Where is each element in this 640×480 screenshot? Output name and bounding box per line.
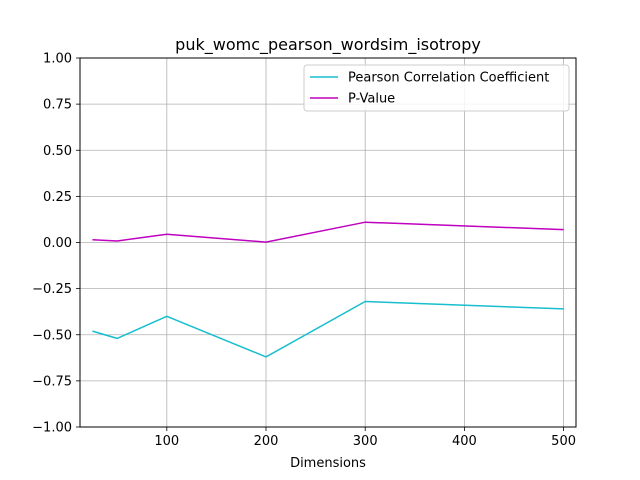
chart-title: puk_womc_pearson_wordsim_isotropy [175, 35, 481, 55]
y-tick-label: 1.00 [43, 52, 72, 67]
legend-box [303, 64, 570, 112]
y-tick-label: −0.50 [32, 328, 72, 343]
legend-label-1: P-Value [348, 92, 395, 107]
x-axis-label: Dimensions [290, 456, 366, 471]
y-tick-label: −1.00 [32, 421, 72, 436]
y-tick-label: 0.00 [43, 236, 72, 251]
series-line-1 [92, 221, 564, 243]
x-tick-label: 200 [254, 434, 279, 449]
series-layer [92, 221, 564, 358]
x-tick-label: 500 [551, 434, 576, 449]
y-tick-label: 0.25 [43, 190, 72, 205]
y-tick-label: −0.75 [32, 374, 72, 389]
axis-ticks: 100 200 300 400 500 −1.00 −0.75 −0.50 −0.25 0.00 0… [32, 52, 576, 450]
x-tick-label: 400 [452, 434, 477, 449]
legend-label-0: Pearson Correlation Coefficient [348, 71, 549, 86]
series-line-0 [92, 300, 564, 358]
x-tick-label: 100 [154, 434, 179, 449]
legend: Pearson Correlation Coefficient P-Value [303, 64, 570, 112]
y-tick-label: 0.75 [43, 98, 72, 113]
y-tick-label: 0.50 [43, 144, 72, 159]
y-tick-label: −0.25 [32, 282, 72, 297]
x-tick-label: 300 [353, 434, 378, 449]
